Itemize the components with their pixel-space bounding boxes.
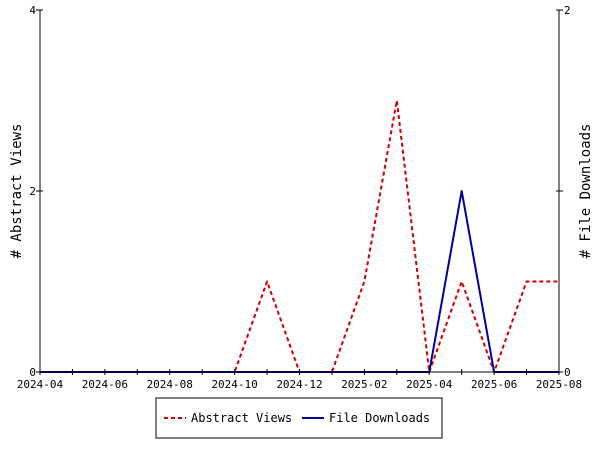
axes	[39, 10, 560, 373]
x-tick-label: 2024-04	[17, 378, 64, 391]
x-tick-label: 2024-06	[82, 378, 128, 391]
legend: Abstract Views File Downloads	[155, 397, 443, 439]
x-tick-label: 2024-12	[276, 378, 322, 391]
x-tick-label: 2025-04	[406, 378, 453, 391]
x-tick-label: 2025-06	[471, 378, 517, 391]
y2-tick-label: 0	[564, 366, 571, 379]
y2-tick-label: 2	[564, 4, 571, 17]
legend-label-abstract-views: Abstract Views	[191, 411, 292, 425]
plot-background	[40, 10, 559, 372]
x-tick-label: 2025-08	[536, 378, 582, 391]
axis-ticks: 2024-04 2024-06 2024-08 2024-10 2024-12 2025-…	[17, 4, 582, 391]
y2-axis-title: # File Downloads	[578, 124, 594, 259]
y-tick-label: 0	[29, 366, 36, 379]
y-axis-title: # Abstract Views	[9, 124, 25, 259]
y-tick-label: 4	[29, 4, 36, 17]
plot-area	[40, 10, 559, 372]
legend-box	[155, 397, 443, 439]
x-tick-label: 2025-02	[341, 378, 387, 391]
x-tick-label: 2024-08	[147, 378, 193, 391]
y-tick-label: 2	[29, 185, 36, 198]
x-tick-label: 2024-10	[211, 378, 257, 391]
legend-label-file-downloads: File Downloads	[329, 411, 430, 425]
